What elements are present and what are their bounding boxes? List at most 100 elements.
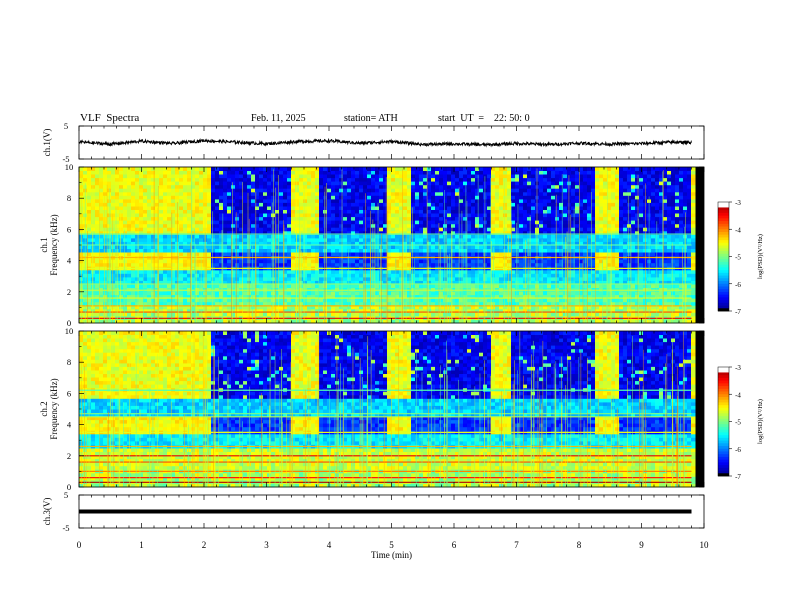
spectrogram-cell (87, 284, 92, 288)
spectrogram-cell (507, 294, 512, 299)
spectrogram-cell (515, 181, 520, 186)
spectrogram-cell (219, 237, 224, 242)
spectrogram-cell (291, 206, 296, 210)
spectrogram-cell (499, 276, 504, 281)
spectrogram-cell (279, 262, 284, 267)
spectrogram-cell (363, 177, 368, 182)
spectrogram-cell (187, 259, 192, 264)
spectrogram-cell (131, 237, 136, 242)
spectrogram-cell (367, 223, 372, 228)
spectrogram-cell (159, 319, 164, 324)
spectrogram-cell (323, 177, 328, 182)
spectrogram-cell (431, 174, 436, 179)
spectrogram-cell (291, 287, 296, 292)
spectrogram-cell (455, 301, 460, 306)
spectrogram-cell (435, 184, 440, 189)
spectrogram-cell (459, 262, 464, 267)
spectrogram-cell (403, 284, 408, 288)
spectrogram-cell (343, 287, 348, 292)
spectrogram-cell (399, 223, 404, 228)
spectrogram-cell (371, 280, 376, 285)
spectrogram-cell (475, 298, 480, 303)
spectrogram-cell (351, 230, 356, 235)
spectrogram-cell (147, 294, 152, 299)
spectrogram-cell (83, 170, 88, 175)
spectrogram-cell (187, 220, 192, 225)
spectrogram-cell (111, 245, 116, 249)
spectrogram-cell (87, 177, 92, 182)
spectrogram-cell (163, 308, 168, 313)
spectrogram-cell (391, 184, 396, 189)
spectrogram-cell (315, 198, 320, 203)
spectrogram-cell (311, 181, 316, 186)
spectrogram-cell (79, 312, 84, 317)
spectrogram-cell (307, 298, 312, 303)
spectrogram-cell (387, 301, 392, 306)
spectrogram-cell (371, 252, 376, 257)
spectrogram-cell (139, 206, 144, 210)
spectrogram-cell (231, 259, 236, 264)
spectrogram-cell (507, 184, 512, 189)
spectrogram-cell (395, 170, 400, 175)
spectrogram-cell (495, 287, 500, 292)
spectrogram-cell (215, 188, 220, 193)
spectrogram-cell (283, 170, 288, 175)
spectrogram-cell (143, 248, 148, 253)
spectrogram-cell (427, 223, 432, 228)
spectrogram-cell (387, 230, 392, 235)
spectrogram-cell (227, 284, 232, 288)
spectrogram-cell (519, 220, 524, 225)
spectrogram-cell (283, 245, 288, 249)
spectrogram-cell (267, 252, 272, 257)
spectrogram-cell (87, 191, 92, 196)
spectrogram-cell (395, 184, 400, 189)
spectrogram-cell (475, 230, 480, 235)
spectrogram-cell (279, 209, 284, 214)
spectrogram-cell (455, 195, 460, 200)
spectrogram-cell (347, 216, 352, 221)
spectrogram-cell (515, 167, 520, 171)
spectrogram-cell (307, 305, 312, 310)
spectrogram-cell (243, 216, 248, 221)
spectrogram-cell (403, 234, 408, 239)
spectrogram-cell (99, 237, 104, 242)
spectrogram-cell (495, 259, 500, 264)
spectrogram-cell (291, 234, 296, 239)
spectrogram-cell (227, 273, 232, 278)
spectrogram-cell (175, 287, 180, 292)
spectrogram-cell (147, 216, 152, 221)
spectrogram-cell (423, 245, 428, 249)
spectrogram-cell (207, 184, 212, 189)
spectrogram-cell (267, 177, 272, 182)
spectrogram-cell (103, 245, 108, 249)
spectrogram-cell (231, 291, 236, 296)
spectrogram-cell (267, 294, 272, 299)
spectrogram-cell (135, 301, 140, 306)
spectrogram-cell (291, 195, 296, 200)
spectrogram-cell (447, 170, 452, 175)
spectrogram-cell (327, 230, 332, 235)
spectrogram-cell (367, 294, 372, 299)
spectrogram-cell (143, 319, 148, 324)
spectrogram-cell (419, 259, 424, 264)
spectrogram-cell (123, 177, 128, 182)
spectrogram-cell (391, 234, 396, 239)
spectrogram-cell (123, 245, 128, 249)
spectrogram-cell (175, 206, 180, 210)
spectrogram-cell (315, 319, 320, 324)
spectrogram-cell (327, 174, 332, 179)
spectrogram-cell (223, 220, 228, 225)
spectrogram-cell (459, 198, 464, 203)
spectrogram-cell (407, 294, 412, 299)
spectrogram-cell (91, 305, 96, 310)
spectrogram-cell (499, 223, 504, 228)
spectrogram-cell (151, 252, 156, 257)
spectrogram-cell (443, 188, 448, 193)
spectrogram-cell (211, 206, 216, 210)
spectrogram-cell (443, 223, 448, 228)
spectrogram-cell (87, 245, 92, 249)
spectrogram-cell (383, 195, 388, 200)
spectrogram-cell (167, 248, 172, 253)
spectrogram-cell (135, 269, 140, 274)
spectrogram-cell (395, 227, 400, 232)
